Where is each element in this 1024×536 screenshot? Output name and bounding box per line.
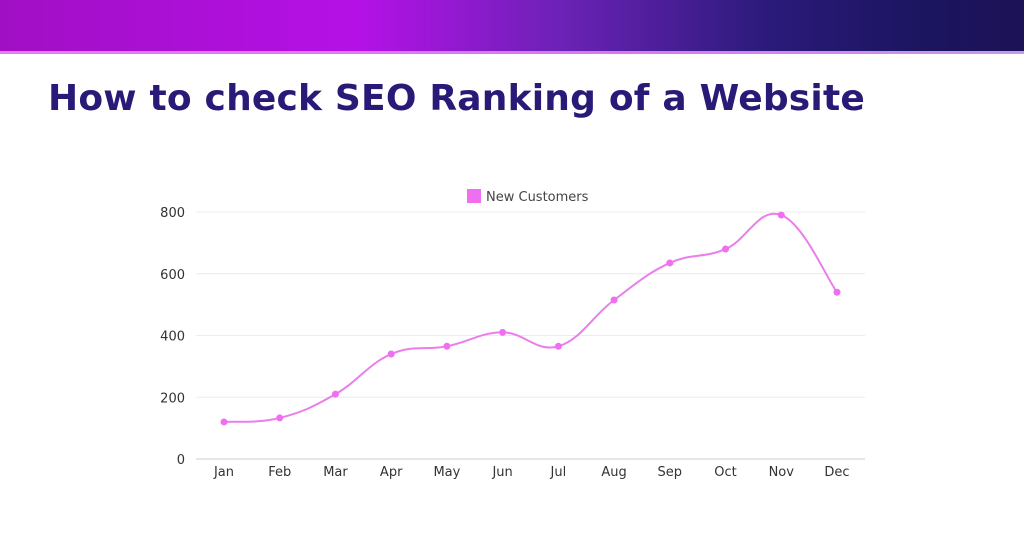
x-tick-label: Aug <box>601 465 626 480</box>
series-line <box>223 212 838 423</box>
x-tick-label: May <box>433 465 460 480</box>
data-point[interactable] <box>387 350 395 358</box>
x-tick-label: Feb <box>268 465 291 480</box>
data-point[interactable] <box>554 342 562 350</box>
data-point[interactable] <box>499 328 507 336</box>
gridlines <box>196 211 865 460</box>
data-point[interactable] <box>722 245 730 253</box>
x-tick-label: Dec <box>824 465 849 480</box>
data-point[interactable] <box>666 259 674 267</box>
data-point[interactable] <box>833 288 841 296</box>
data-point[interactable] <box>610 296 618 304</box>
series-new-customers <box>220 211 841 426</box>
y-tick-label: 400 <box>160 330 185 345</box>
x-axis-ticks: Jan Feb Mar Apr May Jun Jul Aug Sep Oct Nov Dec <box>213 465 850 480</box>
x-tick-label: Apr <box>380 465 403 480</box>
x-tick-label: Jun <box>491 465 512 480</box>
data-point[interactable] <box>777 211 785 219</box>
x-tick-label: Jan <box>213 465 234 480</box>
x-tick-label: Jul <box>550 465 567 480</box>
header-banner <box>0 0 1024 51</box>
data-point[interactable] <box>331 390 339 398</box>
y-tick-label: 600 <box>160 268 185 283</box>
data-point[interactable] <box>276 414 284 422</box>
legend-label: New Customers <box>486 190 589 205</box>
legend[interactable]: New Customers <box>467 189 589 205</box>
data-point[interactable] <box>443 342 451 350</box>
legend-swatch <box>467 189 481 203</box>
x-tick-label: Oct <box>714 465 736 480</box>
banner-edge <box>0 51 1024 54</box>
y-tick-label: 200 <box>160 391 185 406</box>
y-axis-ticks: 0 200 400 600 800 <box>160 206 185 468</box>
x-tick-label: Sep <box>658 465 683 480</box>
page-title: How to check SEO Ranking of a Website <box>48 78 865 119</box>
x-tick-label: Mar <box>323 465 348 480</box>
data-point[interactable] <box>220 418 228 426</box>
x-tick-label: Nov <box>769 465 795 480</box>
y-tick-label: 800 <box>160 206 185 221</box>
y-tick-label: 0 <box>177 453 185 468</box>
